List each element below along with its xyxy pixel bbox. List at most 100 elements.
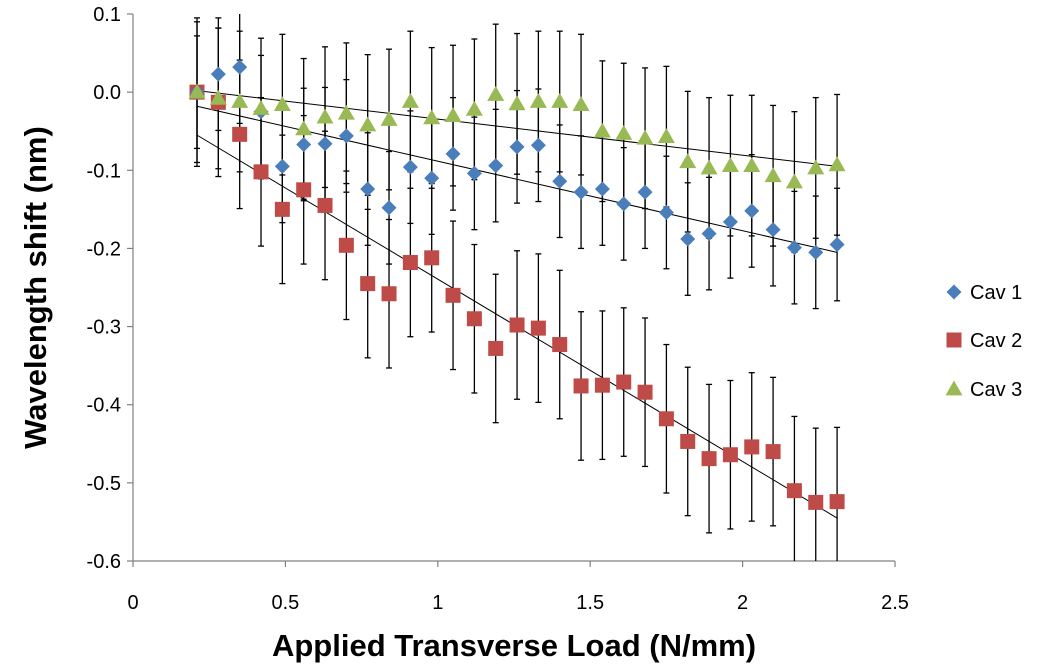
data-markers bbox=[188, 59, 846, 510]
y-tick-label: -0.4 bbox=[87, 395, 121, 417]
y-tick-label: -0.3 bbox=[87, 317, 121, 339]
x-tick-label: 2 bbox=[737, 592, 748, 614]
x-axis-title: Applied Transverse Load (N/mm) bbox=[272, 628, 756, 663]
point-cav-3 bbox=[380, 110, 398, 126]
error-bar-cav-2 bbox=[812, 427, 819, 561]
point-cav-2 bbox=[573, 378, 589, 394]
point-cav-2 bbox=[445, 287, 461, 303]
point-cav-2 bbox=[701, 451, 717, 467]
point-cav-2 bbox=[829, 494, 845, 510]
point-cav-1 bbox=[402, 159, 418, 175]
point-cav-1 bbox=[573, 184, 589, 200]
point-cav-3 bbox=[679, 153, 697, 169]
point-cav-1 bbox=[765, 222, 781, 238]
y-tick-label: -0.6 bbox=[87, 551, 121, 573]
point-cav-2 bbox=[509, 317, 525, 333]
point-cav-2 bbox=[680, 433, 696, 449]
point-cav-1 bbox=[338, 128, 354, 144]
point-cav-1 bbox=[381, 200, 397, 216]
point-cav-3 bbox=[209, 89, 227, 105]
point-cav-1 bbox=[594, 181, 610, 197]
point-cav-1 bbox=[445, 146, 461, 162]
point-cav-3 bbox=[337, 104, 355, 120]
x-tick-label: 2.5 bbox=[881, 592, 909, 614]
point-cav-3 bbox=[188, 83, 206, 99]
point-cav-1 bbox=[722, 214, 738, 230]
point-cav-1 bbox=[360, 181, 376, 197]
legend-item-cav-1: Cav 1 bbox=[946, 282, 1022, 304]
point-cav-2 bbox=[488, 340, 504, 356]
y-tick-label: -0.2 bbox=[87, 238, 121, 260]
x-tick-label: 0.5 bbox=[271, 592, 299, 614]
point-cav-3 bbox=[551, 93, 569, 108]
point-cav-3 bbox=[423, 109, 441, 125]
point-cav-2 bbox=[530, 320, 546, 336]
point-cav-2 bbox=[296, 182, 312, 198]
point-cav-1 bbox=[658, 204, 674, 220]
point-cav-3 bbox=[657, 128, 675, 144]
x-axis-ticks: 0 0.5 1 1.5 2 2.5 bbox=[127, 561, 909, 614]
point-cav-2 bbox=[338, 237, 354, 253]
point-cav-3 bbox=[593, 122, 611, 138]
point-cav-3 bbox=[359, 116, 377, 132]
x-tick-label: 0 bbox=[127, 592, 138, 614]
point-cav-3 bbox=[316, 108, 334, 124]
point-cav-3 bbox=[401, 93, 419, 108]
point-cav-3 bbox=[508, 95, 526, 111]
point-cav-2 bbox=[381, 286, 397, 302]
point-cav-1 bbox=[701, 226, 717, 242]
point-cav-1 bbox=[530, 137, 546, 153]
point-cav-2 bbox=[744, 439, 760, 455]
point-cav-3 bbox=[764, 167, 782, 183]
point-cav-1 bbox=[232, 59, 248, 75]
point-cav-1 bbox=[680, 231, 696, 247]
point-cav-1 bbox=[466, 165, 482, 181]
y-tick-label: 0.0 bbox=[93, 82, 121, 104]
point-cav-2 bbox=[786, 483, 802, 499]
point-cav-1 bbox=[424, 170, 440, 186]
point-cav-3 bbox=[444, 107, 462, 122]
point-cav-3 bbox=[615, 125, 633, 140]
point-cav-1 bbox=[274, 158, 290, 174]
point-cav-2 bbox=[466, 311, 482, 327]
legend-label-cav-1: Cav 1 bbox=[970, 282, 1022, 304]
point-cav-3 bbox=[700, 159, 718, 175]
point-cav-3 bbox=[743, 157, 761, 172]
point-cav-2 bbox=[552, 337, 568, 353]
point-cav-3 bbox=[636, 129, 654, 145]
point-cav-3 bbox=[273, 96, 291, 112]
point-cav-2 bbox=[765, 444, 781, 460]
legend-label-cav-2: Cav 2 bbox=[970, 330, 1022, 352]
point-cav-2 bbox=[274, 201, 290, 217]
point-cav-3 bbox=[572, 96, 590, 112]
point-cav-1 bbox=[637, 184, 653, 200]
point-cav-3 bbox=[828, 156, 846, 172]
y-axis-ticks: 0.1 0.0 -0.1 -0.2 -0.3 -0.4 -0.5 -0.6 bbox=[87, 4, 133, 573]
point-cav-3 bbox=[807, 159, 825, 175]
point-cav-1 bbox=[296, 136, 312, 152]
point-cav-3 bbox=[252, 100, 270, 115]
point-cav-2 bbox=[402, 254, 418, 270]
point-cav-3 bbox=[785, 173, 803, 189]
point-cav-1 bbox=[509, 139, 525, 155]
point-cav-2 bbox=[722, 447, 738, 463]
point-cav-2 bbox=[616, 374, 632, 390]
point-cav-1 bbox=[552, 173, 568, 189]
legend-marker-cav-2 bbox=[946, 332, 962, 348]
point-cav-2 bbox=[637, 384, 653, 400]
point-cav-1 bbox=[488, 158, 504, 174]
point-cav-1 bbox=[786, 240, 802, 256]
x-tick-label: 1 bbox=[432, 592, 443, 614]
legend-item-cav-2: Cav 2 bbox=[946, 330, 1022, 352]
legend: Cav 1 Cav 2 Cav 3 bbox=[945, 282, 1022, 401]
x-tick-label: 1.5 bbox=[576, 592, 604, 614]
point-cav-1 bbox=[744, 203, 760, 219]
point-cav-1 bbox=[808, 244, 824, 260]
point-cav-3 bbox=[465, 100, 483, 116]
point-cav-2 bbox=[594, 377, 610, 393]
point-cav-2 bbox=[808, 494, 824, 510]
point-cav-2 bbox=[253, 164, 269, 180]
point-cav-3 bbox=[487, 85, 505, 101]
series-cav-3 bbox=[188, 83, 846, 189]
